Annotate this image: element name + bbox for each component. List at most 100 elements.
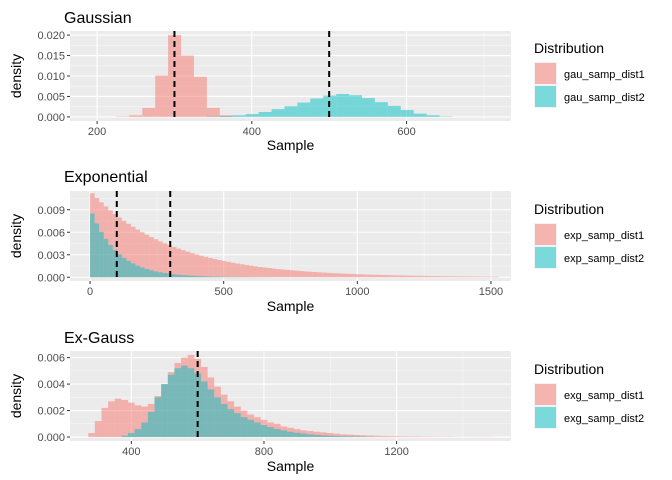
histogram-bar	[171, 246, 177, 278]
histogram-bar	[134, 429, 142, 438]
histogram-bar	[217, 276, 222, 278]
histogram-bar	[284, 106, 298, 117]
histogram-bar	[299, 271, 304, 278]
histogram-bar	[373, 435, 381, 438]
histogram-bar	[162, 243, 168, 278]
legend: Distribution exg_samp_dist1 exg_samp_dist2	[534, 361, 644, 429]
histogram-bar	[293, 432, 301, 438]
histogram-bar	[273, 429, 281, 438]
histogram-bar	[117, 254, 122, 278]
histogram-bar	[108, 210, 113, 278]
histogram-bar	[297, 102, 311, 117]
histogram-bar	[149, 270, 154, 278]
histogram-bar	[128, 433, 135, 438]
histogram-bar	[353, 436, 361, 438]
histogram-bar	[158, 272, 163, 278]
histogram-bar	[387, 105, 401, 117]
histogram-bar	[212, 276, 218, 278]
histogram-bar	[439, 276, 445, 278]
histogram-bar	[180, 250, 186, 278]
histogram-bar	[353, 435, 361, 438]
histogram-bar	[232, 115, 246, 117]
panel-title: Ex-Gauss	[64, 330, 134, 347]
histogram-bar	[303, 271, 309, 278]
histogram-bar	[480, 276, 486, 278]
histogram-bar	[371, 274, 377, 278]
y-tick-label: 0.020	[37, 30, 65, 42]
histogram-bar	[90, 213, 95, 278]
histogram-bar	[271, 109, 285, 117]
histogram-bar	[312, 272, 318, 278]
histogram-bar	[142, 107, 156, 117]
histogram-bar	[421, 275, 427, 278]
histogram-bar	[147, 411, 155, 438]
histogram-bar	[426, 275, 431, 278]
histogram-bar	[340, 434, 347, 438]
histogram-bar	[203, 256, 209, 278]
histogram-bar	[335, 273, 340, 278]
histogram-bar	[212, 259, 218, 278]
histogram-bar	[94, 223, 100, 278]
legend-title: Distribution	[534, 361, 604, 377]
histogram-bar	[207, 389, 215, 438]
histogram-bar	[126, 223, 131, 278]
histogram-bar	[413, 436, 420, 438]
histogram-bar	[448, 276, 454, 278]
histogram-bar	[121, 257, 127, 278]
legend-label: exg_samp_dist2	[564, 413, 644, 425]
histogram-bar	[121, 399, 129, 438]
histogram-bar	[374, 102, 388, 117]
legend-key-swatch	[535, 224, 556, 245]
histogram-bar	[99, 231, 104, 278]
legend-title: Distribution	[534, 40, 604, 56]
legend-label: exp_samp_dist2	[564, 253, 644, 265]
y-tick-label: 0.002	[37, 406, 65, 418]
histogram-bar	[199, 276, 204, 278]
histogram-bar	[426, 115, 440, 117]
histogram-bar	[108, 244, 113, 278]
histogram-bar	[413, 113, 427, 117]
histogram-bar	[394, 275, 400, 278]
y-tick-label: 0.015	[37, 51, 65, 63]
histogram-bar	[346, 434, 354, 438]
histogram-bar	[200, 381, 208, 438]
histogram-bar	[406, 436, 414, 438]
x-axis-title: Sample	[267, 458, 315, 474]
histogram-bar	[399, 275, 404, 278]
histogram-bar	[230, 262, 236, 278]
x-tick-label: 400	[243, 126, 261, 138]
panel-1: Gaussian 0.000 0.005 0.010 0.015 0.020 200 400 6…	[8, 10, 645, 153]
y-tick-label: 0.010	[37, 71, 65, 83]
histogram-bar	[144, 268, 150, 278]
histogram-bar	[227, 409, 235, 438]
histogram-bar	[221, 261, 227, 278]
histogram-bar	[176, 274, 181, 278]
histogram-bar	[435, 276, 440, 278]
histogram-bar	[313, 434, 321, 438]
histogram-bar	[320, 435, 327, 438]
histogram-bar	[489, 276, 495, 278]
histogram-bar	[112, 250, 118, 278]
histogram-bar	[403, 275, 409, 278]
histogram-bar	[412, 275, 418, 278]
histogram-bar	[307, 434, 314, 438]
histogram-bar	[271, 268, 277, 278]
y-axis-title: density	[8, 54, 24, 98]
histogram-bar	[258, 266, 263, 278]
histogram-bar	[349, 273, 354, 278]
histogram-bar	[267, 268, 272, 278]
histogram-bar	[326, 435, 334, 438]
legend-key-swatch	[535, 407, 556, 428]
histogram-bar	[330, 273, 336, 278]
histogram-bar	[346, 436, 354, 438]
histogram-bar	[280, 269, 286, 278]
histogram-bar	[112, 213, 118, 278]
histogram-bar	[494, 276, 499, 278]
histogram-bar	[300, 433, 308, 438]
panel-2: Exponential 0.000 0.003 0.006 0.009 0 500 1000 1…	[8, 169, 644, 314]
y-tick-label: 0.009	[37, 205, 65, 217]
histogram-bar	[453, 276, 459, 278]
histogram-bar	[103, 238, 109, 278]
histogram-bar	[367, 274, 372, 278]
